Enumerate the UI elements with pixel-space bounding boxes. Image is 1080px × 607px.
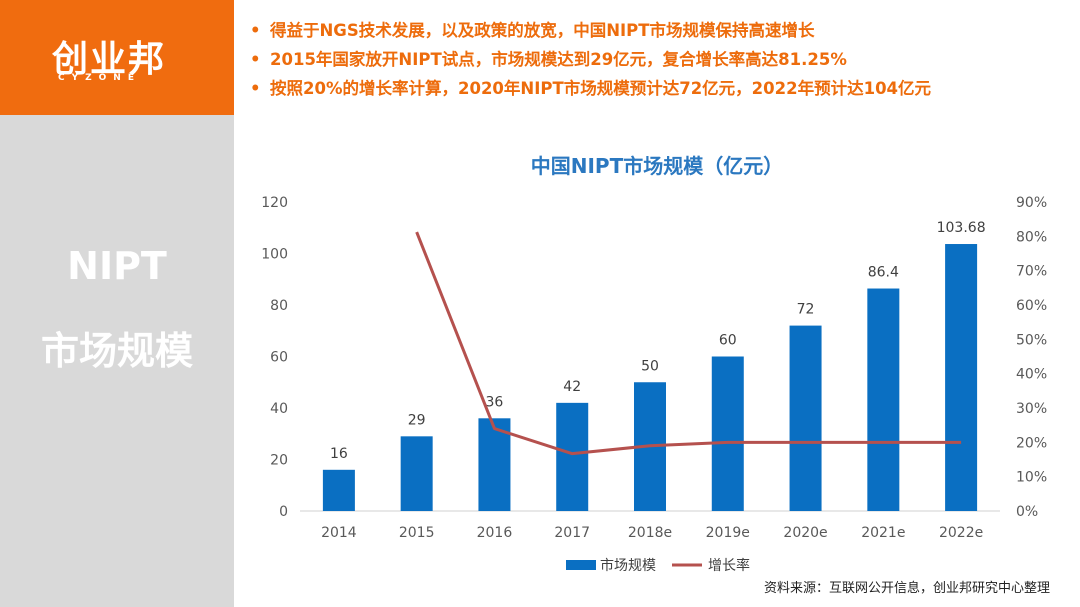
y-right-tick-label: 10% — [1016, 470, 1047, 486]
x-tick-label: 2019e — [706, 525, 750, 541]
bar-value-label: 42 — [563, 379, 581, 395]
y-left-tick-label: 100 — [261, 247, 288, 263]
x-tick-label: 2014 — [321, 525, 357, 541]
bar-value-label: 86.4 — [868, 265, 899, 281]
y-left-tick-label: 0 — [279, 504, 288, 520]
bar — [556, 402, 589, 511]
bar — [478, 418, 511, 511]
bullet-list: • 得益于NGS技术发展，以及政策的放宽，中国NIPT市场规模保持高速增长 • 20… — [250, 16, 931, 103]
brand-sub: CYZONE — [58, 73, 141, 83]
y-right-tick-label: 0% — [1016, 504, 1038, 520]
bullet-item: • 2015年国家放开NIPT试点，市场规模达到29亿元，复合增长率高达81.25… — [250, 45, 931, 74]
bullet-item: • 得益于NGS技术发展，以及政策的放宽，中国NIPT市场规模保持高速增长 — [250, 16, 931, 45]
brand-logo: 创业邦 CYZONE — [0, 0, 234, 115]
x-tick-label: 2022e — [939, 525, 983, 541]
bar-value-label: 36 — [486, 394, 504, 410]
bar — [789, 325, 822, 511]
source-note: 资料来源：互联网公开信息，创业邦研究中心整理 — [763, 581, 1050, 596]
x-tick-label: 2021e — [861, 525, 905, 541]
bullet-text: 2015年国家放开NIPT试点，市场规模达到29亿元，复合增长率高达81.25% — [270, 50, 847, 69]
bar-value-label: 60 — [719, 333, 737, 349]
bar-value-label: 29 — [408, 412, 426, 428]
side-title-line1: NIPT — [67, 244, 167, 288]
bullet-text: 按照20%的增长率计算，2020年NIPT市场规模预计达72亿元，2022年预计… — [270, 79, 932, 98]
y-right-tick-label: 90% — [1016, 195, 1047, 211]
x-tick-label: 2017 — [554, 525, 590, 541]
bullet-symbol: • — [250, 50, 261, 69]
y-left-tick-label: 60 — [270, 350, 288, 366]
bullet-item: • 按照20%的增长率计算，2020年NIPT市场规模预计达72亿元，2022年预… — [250, 74, 931, 103]
legend-label-line: 增长率 — [708, 557, 750, 574]
bar-value-label: 103.68 — [937, 220, 986, 236]
chart-title: 中国NIPT市场规模（亿元） — [530, 154, 784, 178]
y-right-tick-label: 50% — [1016, 332, 1047, 348]
growth-rate-line — [415, 231, 962, 456]
legend-swatch-bar — [566, 560, 596, 570]
y-left-tick-label: 120 — [261, 195, 288, 211]
bar-value-label: 72 — [797, 302, 815, 318]
bar — [400, 436, 433, 511]
bar — [322, 469, 355, 511]
x-tick-label: 2015 — [399, 525, 435, 541]
x-tick-label: 2018e — [628, 525, 672, 541]
y-right-tick-label: 60% — [1016, 298, 1047, 314]
y-right-tick-label: 30% — [1016, 401, 1047, 417]
brand-name: 创业邦 — [52, 39, 167, 80]
bar — [945, 244, 978, 512]
y-right-tick-label: 80% — [1016, 229, 1047, 245]
legend-label-bar: 市场规模 — [600, 557, 656, 574]
bullet-text: 得益于NGS技术发展，以及政策的放宽，中国NIPT市场规模保持高速增长 — [270, 21, 815, 40]
bar — [711, 356, 744, 511]
x-tick-label: 2020e — [783, 525, 827, 541]
side-title-line2: 市场规模 — [40, 329, 193, 373]
y-right-tick-label: 70% — [1016, 264, 1047, 280]
bar — [867, 288, 900, 511]
y-right-tick-label: 40% — [1016, 367, 1047, 383]
bar-value-label: 16 — [330, 446, 348, 462]
x-tick-label: 2016 — [477, 525, 513, 541]
y-right-tick-label: 20% — [1016, 435, 1047, 451]
y-left-tick-label: 20 — [270, 453, 288, 469]
bullet-symbol: • — [250, 21, 261, 40]
bar-value-label: 50 — [641, 358, 659, 374]
y-left-tick-label: 40 — [270, 401, 288, 417]
bullet-symbol: • — [250, 79, 261, 98]
y-left-tick-label: 80 — [270, 298, 288, 314]
